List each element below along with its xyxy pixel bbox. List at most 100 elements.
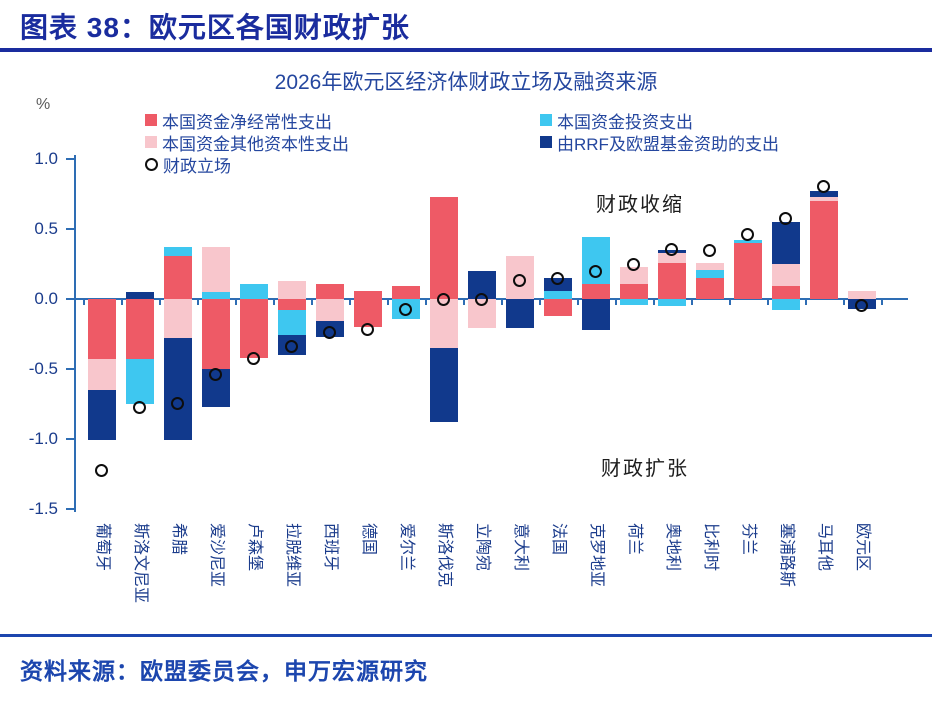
x-axis-label: 西班牙 (322, 523, 339, 572)
legend-label: 本国资金投资支出 (557, 112, 693, 132)
stance-marker (133, 401, 146, 415)
x-axis-label: 欧元区 (854, 523, 871, 572)
x-axis-label: 塞浦路斯 (778, 523, 795, 588)
x-axis-label: 希腊 (170, 523, 187, 556)
bar-segment-darkblue (164, 338, 192, 441)
bar-segment-pink (696, 262, 724, 270)
pink-swatch-icon (145, 136, 157, 148)
stance-marker (361, 322, 374, 336)
darkblue-swatch-icon (540, 136, 552, 148)
x-axis-tick (159, 300, 161, 305)
legend-column-right: 本国资金投资支出 由RRF及欧盟基金资助的支出 (540, 109, 779, 154)
header-rule (0, 48, 932, 52)
x-axis-tick (463, 300, 465, 305)
stance-marker (171, 397, 184, 410)
x-axis-tick (577, 300, 579, 305)
bar-segment-red (544, 299, 572, 316)
x-axis-label: 立陶宛 (474, 523, 491, 572)
x-axis-label: 拉脱维亚 (284, 523, 301, 588)
bar-segment-cyan (164, 247, 192, 256)
y-axis-unit-label: % (36, 96, 51, 113)
bar-segment-darkblue (810, 191, 838, 197)
figure-title: 图表 38：欧元区各国财政扩张 (20, 12, 410, 43)
x-axis-tick (843, 300, 845, 305)
x-axis-tick (311, 300, 313, 305)
bar-segment-pink (658, 252, 686, 263)
x-axis-label: 比利时 (702, 523, 719, 572)
bar-segment-red (620, 283, 648, 299)
bar-segment-pink (772, 264, 800, 287)
stance-marker (703, 244, 716, 258)
bar-segment-darkblue (88, 390, 116, 441)
x-axis-label: 意大利 (512, 523, 529, 572)
y-axis-tick-label: 0.5 (34, 219, 58, 238)
bar-segment-red (354, 299, 382, 327)
bar-segment-red (126, 299, 154, 360)
stance-marker (209, 367, 222, 381)
x-axis-tick (121, 300, 123, 305)
stance-marker (475, 293, 488, 307)
legend-label: 本国资金净经常性支出 (162, 112, 332, 132)
x-axis-label: 爱沙尼亚 (208, 523, 225, 588)
bar-segment-red (88, 299, 116, 360)
source-note: 资料来源：欧盟委员会，申万宏源研究 (20, 658, 428, 684)
bar-segment-darkblue (126, 292, 154, 299)
bar-segment-red (696, 278, 724, 299)
stance-marker (399, 303, 412, 317)
x-axis-tick (425, 300, 427, 305)
bar-segment-red (164, 255, 192, 299)
y-axis-tick-label: -1.0 (28, 429, 58, 448)
bar-segment-cyan (658, 299, 686, 306)
x-axis-label: 德国 (360, 523, 377, 556)
bar-segment-pink (88, 359, 116, 390)
x-axis-tick (691, 300, 693, 305)
annotation-fiscal-expansion: 财政扩张 (601, 458, 689, 480)
bar-segment-cyan (202, 292, 230, 299)
x-axis-tick (273, 300, 275, 305)
y-axis-tick (66, 298, 74, 300)
legend-column-left: 本国资金净经常性支出 本国资金其他资本性支出 财政立场 (145, 109, 349, 176)
y-axis-tick-label: 1.0 (34, 149, 58, 168)
red-swatch-icon (145, 114, 157, 126)
bar-segment-pink (810, 196, 838, 201)
stance-marker (817, 180, 830, 193)
x-axis-tick (235, 300, 237, 305)
bar-segment-cyan (620, 299, 648, 305)
x-axis-tick (805, 300, 807, 305)
stance-marker (513, 273, 526, 287)
bar-segment-red (582, 283, 610, 299)
stance-marker (589, 265, 602, 279)
x-axis-label: 荷兰 (626, 523, 643, 556)
bar-segment-red (316, 283, 344, 299)
bar-segment-cyan (278, 310, 306, 336)
stance-marker (665, 243, 678, 256)
y-axis-tick (66, 508, 74, 510)
bar-segment-red (202, 299, 230, 369)
legend-item-stance: 财政立场 (145, 153, 349, 176)
stance-marker (437, 293, 450, 307)
y-axis-tick-label: -0.5 (28, 359, 58, 378)
bar-segment-pink (620, 266, 648, 284)
bar-segment-red (772, 286, 800, 299)
bar-segment-pink (316, 299, 344, 322)
stance-marker (285, 339, 298, 353)
x-axis-label: 斯洛伐克 (436, 523, 453, 588)
x-axis-tick (767, 300, 769, 305)
x-axis-tick (349, 300, 351, 305)
bar-segment-red (278, 299, 306, 311)
stance-marker (741, 227, 754, 241)
y-axis-line (74, 155, 76, 512)
bar-segment-red (658, 262, 686, 299)
stance-marker (551, 272, 564, 286)
legend-label: 本国资金其他资本性支出 (162, 134, 349, 154)
x-axis-tick (83, 300, 85, 305)
bar-segment-cyan (734, 240, 762, 243)
x-axis-tick (653, 300, 655, 305)
annotation-fiscal-contraction: 财政收缩 (596, 194, 684, 216)
bar-segment-red (734, 243, 762, 299)
bar-segment-red (240, 299, 268, 358)
stance-marker (323, 325, 336, 339)
y-axis-tick (66, 368, 74, 370)
legend-item-cyan: 本国资金投资支出 (540, 109, 779, 132)
bar-segment-pink (164, 299, 192, 339)
